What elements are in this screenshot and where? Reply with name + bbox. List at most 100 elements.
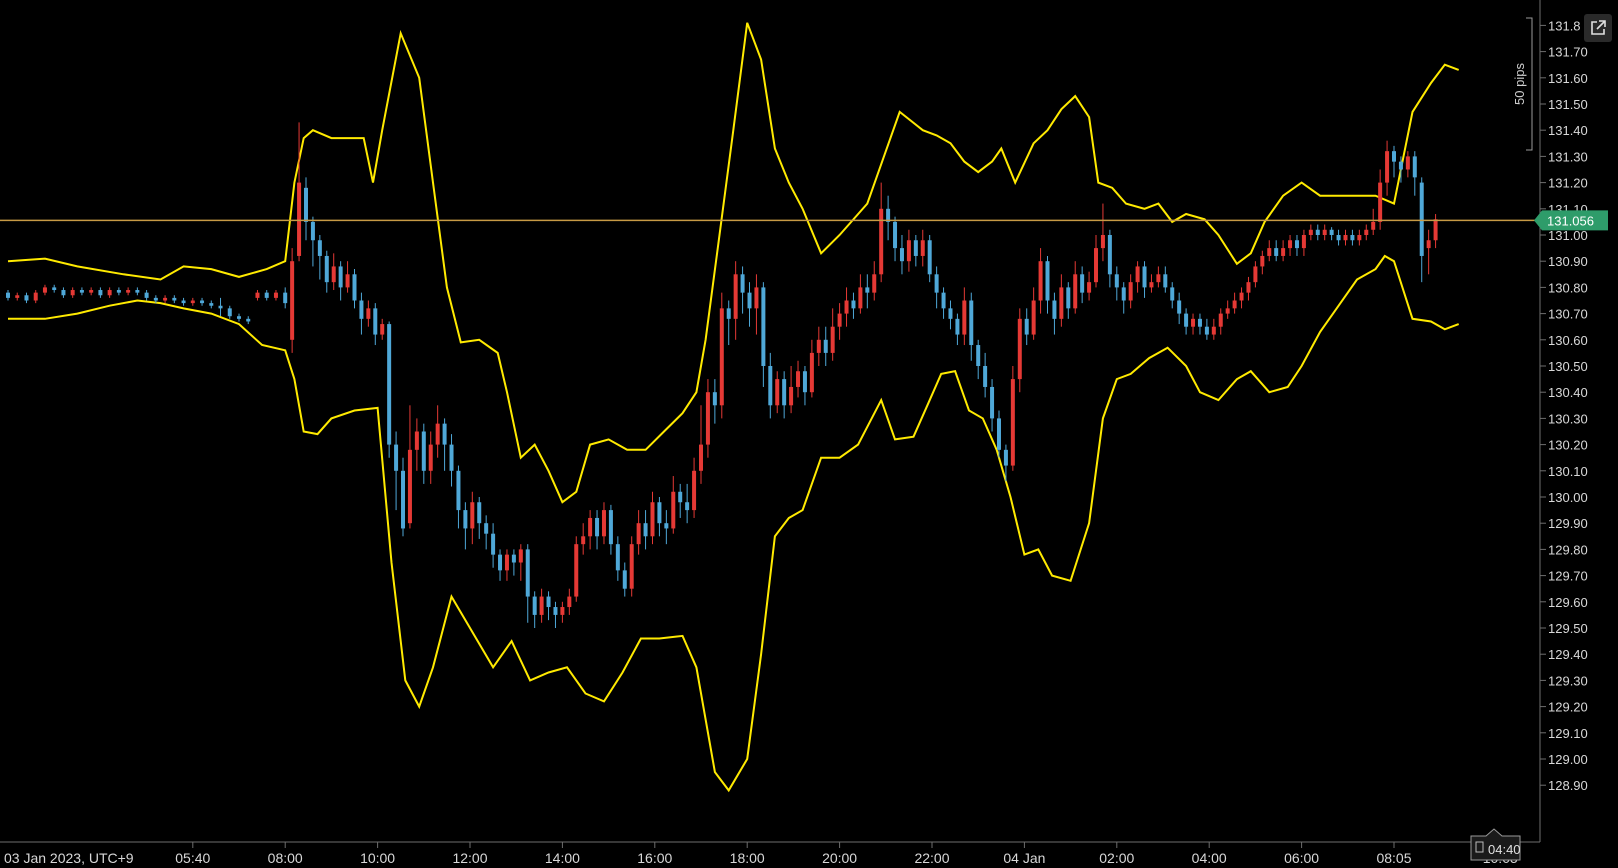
candle-body: [1024, 318, 1029, 335]
candle: [1038, 248, 1043, 314]
candle: [643, 510, 648, 550]
candle: [692, 457, 697, 518]
candle: [1024, 308, 1029, 346]
candle: [237, 313, 241, 322]
candle: [470, 491, 475, 545]
candle: [504, 549, 509, 581]
candle: [1225, 300, 1230, 319]
candle-body: [172, 297, 177, 301]
candle: [1170, 282, 1175, 309]
candle: [1135, 261, 1140, 293]
candle: [209, 300, 214, 309]
candle: [1003, 444, 1008, 482]
candle-body: [712, 392, 717, 406]
candle: [310, 216, 315, 267]
candle: [1218, 308, 1223, 335]
candle-body: [153, 297, 158, 301]
candle: [135, 287, 140, 296]
candle-body: [962, 300, 967, 335]
candle: [511, 549, 516, 576]
y-tick-label: 130.80: [1548, 280, 1588, 295]
candle-body: [865, 287, 870, 293]
candle: [678, 483, 683, 518]
candle: [70, 287, 75, 298]
candle: [1329, 227, 1334, 241]
candle-body: [1371, 221, 1376, 230]
candle: [546, 591, 551, 621]
candle-body: [1107, 235, 1112, 275]
bollinger-bands: [7, 22, 1460, 793]
candle-body: [1267, 248, 1272, 256]
candle: [126, 287, 131, 296]
candle-body: [1364, 229, 1369, 235]
candle: [990, 379, 995, 432]
candle-body: [218, 305, 223, 309]
candle-body: [532, 596, 537, 615]
candle-body: [1308, 229, 1313, 235]
candle-body: [1357, 235, 1362, 241]
candle-body: [511, 554, 516, 563]
candle-body: [699, 444, 703, 471]
candle: [1052, 292, 1057, 335]
candle: [380, 318, 385, 340]
candle: [89, 287, 94, 296]
expand-chart-button[interactable]: [1584, 14, 1612, 42]
candle-body: [1204, 326, 1209, 335]
candle: [227, 305, 232, 319]
candle: [934, 266, 939, 309]
candle-body: [671, 491, 676, 529]
candle-body: [373, 308, 378, 335]
candle: [858, 274, 863, 314]
lower-band-line: [8, 254, 1460, 793]
y-tick-label: 131.40: [1548, 123, 1588, 138]
price-badge-shape: [1534, 210, 1608, 231]
candle: [588, 510, 593, 550]
candle-body: [310, 221, 315, 241]
candle: [1184, 308, 1189, 335]
y-tick-label: 129.50: [1548, 621, 1588, 636]
x-tick-label: 08:05: [1376, 850, 1411, 866]
candle-body: [338, 266, 343, 288]
candle-body: [1253, 266, 1258, 283]
candle-body: [796, 371, 801, 387]
candle: [699, 405, 703, 484]
candle: [324, 250, 329, 293]
candle: [1045, 255, 1050, 314]
candle: [33, 290, 38, 304]
candle-body: [553, 607, 558, 615]
candle-body: [297, 182, 302, 256]
y-tick-label: 129.20: [1548, 700, 1588, 715]
candle: [671, 476, 676, 534]
candle-body: [1260, 255, 1265, 267]
candle-body: [303, 187, 308, 222]
candle: [303, 177, 308, 241]
candle: [435, 405, 440, 458]
candle: [477, 497, 482, 539]
candle: [1087, 271, 1092, 301]
candle-body: [747, 292, 752, 309]
candle: [1343, 229, 1348, 246]
candle-body: [996, 418, 1001, 450]
x-tick-label: 10:00: [360, 850, 395, 866]
candle: [754, 274, 759, 335]
candle-body: [1322, 229, 1327, 235]
candle-body: [733, 274, 738, 319]
candle-body: [837, 313, 842, 327]
y-tick-label: 130.60: [1548, 333, 1588, 348]
candle-body: [705, 392, 710, 445]
candle: [345, 261, 350, 293]
candle: [782, 371, 787, 419]
candle: [1149, 274, 1154, 293]
candle-body: [190, 300, 195, 304]
candle-body: [1114, 274, 1119, 288]
x-tick-label: 12:00: [452, 850, 487, 866]
candle: [1232, 292, 1237, 314]
candle-body: [1170, 287, 1175, 301]
x-tick-label: 03 Jan 2023, UTC+9: [4, 850, 134, 866]
candle-body: [1288, 240, 1293, 249]
candle: [200, 297, 205, 306]
candle: [1398, 156, 1403, 183]
candle: [52, 284, 57, 293]
upper-band-line: [7, 22, 1460, 504]
candle: [442, 418, 447, 471]
